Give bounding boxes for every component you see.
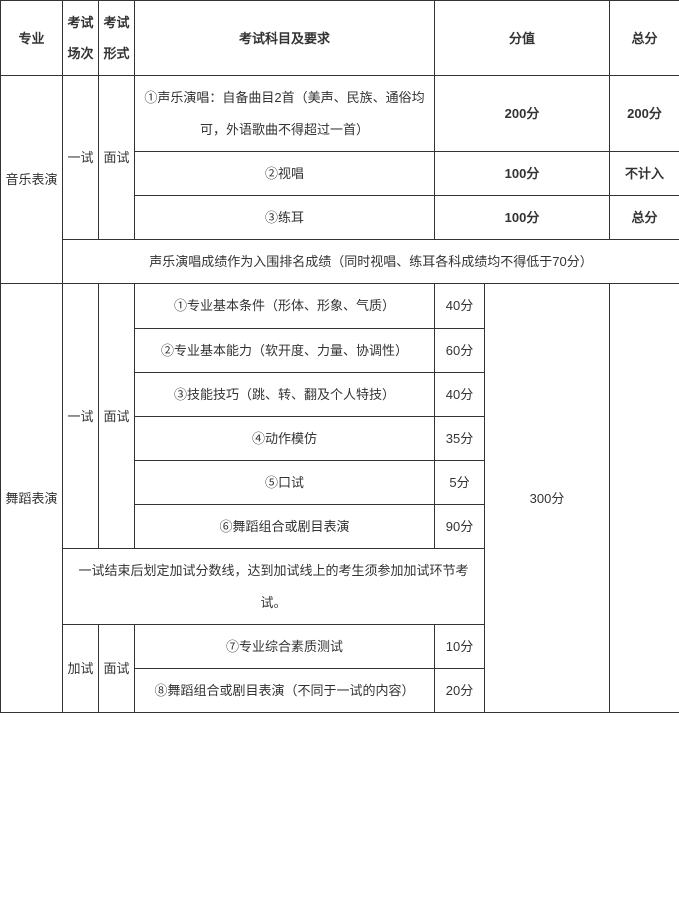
subject-cell: ③练耳 [135,195,435,239]
score-cell: 200分 [435,76,610,151]
total-cell: 不计入 [610,151,679,195]
note-row: 声乐演唱成绩作为入围排名成绩（同时视唱、练耳各科成绩均不得低于70分） [1,240,679,284]
note-cell: 声乐演唱成绩作为入围排名成绩（同时视唱、练耳各科成绩均不得低于70分） [63,240,679,284]
header-score: 分值 [435,1,610,76]
header-total: 总分 [610,1,679,76]
form-cell: 面试 [99,624,135,712]
subject-cell: ④动作模仿 [135,416,435,460]
header-row: 专业 考试场次 考试形式 考试科目及要求 分值 总分 [1,1,679,76]
header-session: 考试场次 [63,1,99,76]
session-cell: 一试 [63,76,99,240]
subject-cell: ⑦专业综合素质测试 [135,624,435,668]
total-cell: 300分 [485,284,610,713]
score-cell: 100分 [435,195,610,239]
exam-table: 专业 考试场次 考试形式 考试科目及要求 分值 总分 音乐表演 一试 面试 ①声… [0,0,679,713]
score-cell: 40分 [435,284,485,328]
table-row: 舞蹈表演 一试 面试 ①专业基本条件（形体、形象、气质） 40分 300分 [1,284,679,328]
form-cell: 面试 [99,76,135,240]
note-cell: 一试结束后划定加试分数线，达到加试线上的考生须参加加试环节考试。 [63,549,485,624]
score-cell: 20分 [435,669,485,713]
score-cell: 10分 [435,624,485,668]
total-cell: 200分 [610,76,679,151]
form-cell: 面试 [99,284,135,549]
score-cell: 40分 [435,372,485,416]
major-cell: 舞蹈表演 [1,284,63,713]
subject-cell: ①声乐演唱：自备曲目2首（美声、民族、通俗均可，外语歌曲不得超过一首） [135,76,435,151]
header-form: 考试形式 [99,1,135,76]
score-cell: 100分 [435,151,610,195]
score-cell: 35分 [435,416,485,460]
score-cell: 5分 [435,461,485,505]
subject-cell: ③技能技巧（跳、转、翻及个人特技） [135,372,435,416]
session-cell: 加试 [63,624,99,712]
major-cell: 音乐表演 [1,76,63,284]
header-major: 专业 [1,1,63,76]
session-cell: 一试 [63,284,99,549]
score-cell: 60分 [435,328,485,372]
table-row: 音乐表演 一试 面试 ①声乐演唱：自备曲目2首（美声、民族、通俗均可，外语歌曲不… [1,76,679,151]
score-cell: 90分 [435,505,485,549]
subject-cell: ②视唱 [135,151,435,195]
subject-cell: ⑥舞蹈组合或剧目表演 [135,505,435,549]
empty-cell [610,284,679,713]
subject-cell: ⑤口试 [135,461,435,505]
total-cell: 总分 [610,195,679,239]
header-subject: 考试科目及要求 [135,1,435,76]
subject-cell: ②专业基本能力（软开度、力量、协调性） [135,328,435,372]
subject-cell: ⑧舞蹈组合或剧目表演（不同于一试的内容） [135,669,435,713]
subject-cell: ①专业基本条件（形体、形象、气质） [135,284,435,328]
